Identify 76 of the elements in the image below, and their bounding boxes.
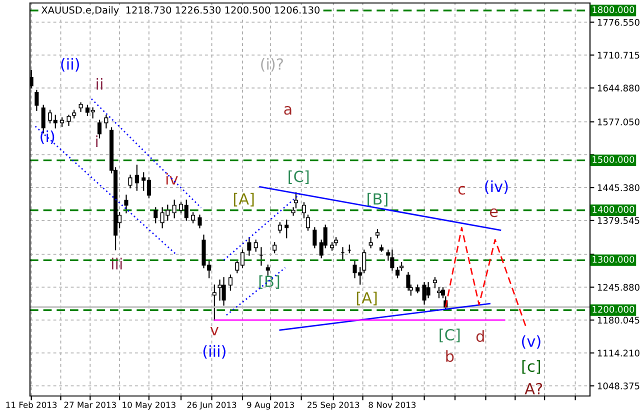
annotation: i	[96, 135, 98, 148]
y-tick-label: 1245.880	[598, 284, 640, 291]
y-tick-label: 1644.880	[598, 84, 640, 92]
annotation: (v)	[522, 335, 540, 349]
x-tick-label: 9 Aug 2013	[247, 402, 294, 410]
candlestick	[134, 164, 139, 191]
y-tick-label: 1776.550	[598, 18, 640, 26]
candlestick	[104, 114, 108, 128]
annotation: (iii)	[203, 345, 226, 359]
candlestick	[198, 214, 202, 228]
candlestick	[422, 282, 426, 305]
candlestick	[34, 90, 39, 111]
annotation: d	[476, 330, 484, 342]
candlestick	[312, 227, 317, 248]
annotation: (ii)	[61, 58, 79, 72]
candlestick	[124, 194, 128, 214]
y-tick-label: 1048.375	[598, 382, 640, 390]
x-tick-label: 8 Nov 2013	[368, 402, 416, 408]
chart-title: XAUUSD.e,Daily 1218.730 1226.530 1200.500 1206.130	[41, 6, 320, 16]
line-series	[444, 227, 527, 328]
annotation: (i)	[40, 130, 54, 144]
candlestick	[272, 242, 277, 254]
y-tick-label: 1445.380	[598, 184, 640, 192]
y-tick-label: 1114.210	[598, 350, 640, 357]
annotation: a	[284, 106, 292, 115]
candlestick	[218, 280, 222, 301]
candlestick	[254, 240, 258, 252]
ref-line-label: 1400.000	[592, 206, 634, 213]
candlestick	[212, 284, 216, 321]
ref-line-label: 1500.000	[592, 156, 634, 163]
candlestick	[278, 222, 282, 234]
x-tick-label: 26 Jun 2013	[187, 402, 236, 410]
annotation: b	[446, 350, 454, 362]
annotation: [C]	[288, 170, 309, 184]
annotation: [B]	[259, 275, 280, 289]
candlestick	[172, 200, 176, 218]
candlestick	[426, 282, 430, 298]
candlestick	[228, 274, 232, 291]
ref-line-label: 1200.000	[592, 306, 634, 313]
candlestick	[247, 237, 252, 256]
candlestick	[97, 120, 102, 138]
x-tick-label: 11 Feb 2013	[6, 402, 57, 408]
annotation: A?	[524, 382, 542, 394]
candlestick	[368, 237, 373, 248]
annotation: iii	[112, 258, 122, 270]
x-tick-label: 25 Sep 2013	[308, 402, 360, 410]
candlestick	[66, 114, 71, 126]
annotation: [B]	[368, 192, 388, 206]
ref-line-label: 1300.000	[592, 256, 634, 263]
y-tick-label: 1710.715	[598, 52, 640, 59]
x-tick-label: 10 May 2013	[122, 402, 176, 410]
annotation: [C]	[440, 328, 460, 342]
x-tick-label: 27 Mar 2013	[64, 402, 116, 408]
candlestick	[390, 250, 394, 271]
candlestick	[284, 220, 289, 238]
annotation: c	[458, 186, 465, 195]
annotation: [A]	[234, 192, 254, 206]
annotation: ii	[96, 78, 102, 90]
ref-line-label: 1800.000	[592, 6, 634, 14]
annotation: (i)?	[261, 58, 283, 72]
candlestick	[154, 207, 158, 224]
y-tick-label: 1180.045	[598, 316, 640, 324]
annotation: e	[490, 208, 498, 218]
y-tick-label: 1577.050	[598, 118, 640, 126]
annotation: v	[210, 326, 219, 336]
candlestick	[191, 212, 196, 224]
annotation: iv	[166, 172, 178, 184]
candlestick	[436, 287, 441, 298]
candlestick	[128, 174, 132, 188]
y-tick-label: 1379.545	[598, 217, 640, 224]
annotation: [c]	[522, 360, 540, 374]
candlestick	[432, 277, 437, 288]
candlestick	[266, 264, 270, 276]
candlestick	[222, 277, 226, 306]
annotation: (iv)	[485, 180, 508, 194]
annotation: [A]	[356, 292, 377, 306]
